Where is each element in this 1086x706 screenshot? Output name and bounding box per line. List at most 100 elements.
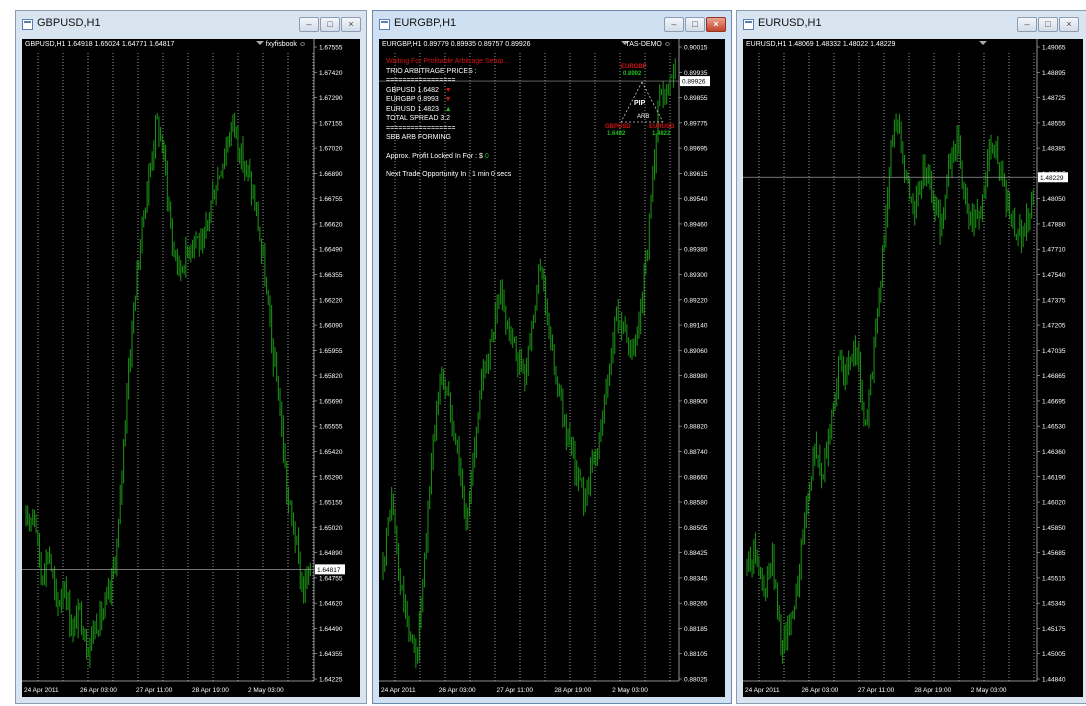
price-label: 0.89060	[684, 348, 708, 355]
price-label: 0.88025	[684, 677, 708, 684]
price-label: 1.46530	[1042, 424, 1066, 431]
close-button[interactable]: ×	[1059, 17, 1079, 32]
profit-line: Approx. Profit Locked In For : $ 0	[386, 152, 489, 160]
window-titlebar[interactable]: EURGBP,H1 – □ ×	[373, 11, 731, 39]
time-label: 26 Apr 03:00	[801, 687, 838, 694]
price-label: 1.64755	[319, 575, 343, 582]
time-label: 24 Apr 2011	[381, 687, 416, 694]
price-label: 1.46695	[1042, 398, 1066, 405]
maximize-button[interactable]: □	[1038, 17, 1058, 32]
price-label: 1.48895	[1042, 70, 1066, 77]
minimize-button[interactable]: –	[299, 17, 319, 32]
time-label: 28 Apr 19:00	[192, 687, 229, 694]
window-title: EURGBP,H1	[394, 17, 457, 29]
chart-info: EURUSD,H1 1.48069 1.48332 1.48022 1.4822…	[746, 41, 896, 48]
price-label: 1.67020	[319, 146, 343, 153]
price-label: 0.88425	[684, 550, 708, 557]
price-label: 1.64355	[319, 651, 343, 658]
price-label: 1.48385	[1042, 146, 1066, 153]
price-chart[interactable]: 1.67555 1.67420 1.67290 1.67155 1.67020 1.668…	[22, 39, 360, 697]
price-label: 1.66355	[319, 272, 343, 279]
price-label: 1.45345	[1042, 601, 1066, 608]
smiley-icon: ☺	[298, 41, 306, 48]
price-chart[interactable]: 0.90015 0.89935 0.89855 0.89775 0.89695 0.896…	[379, 39, 725, 697]
down-arrow-icon: ▼	[444, 96, 452, 103]
time-label: 26 Apr 03:00	[439, 687, 476, 694]
price-label: 1.46020	[1042, 500, 1066, 507]
candles	[746, 113, 1034, 664]
expert-name: fxyfisbook ☺	[265, 41, 306, 48]
price-label: 0.89140	[684, 323, 708, 330]
price-chart[interactable]: 1.49065 1.48895 1.48725 1.48555 1.48385 1.482…	[743, 39, 1083, 697]
price-label: 1.48725	[1042, 95, 1066, 102]
price-label: 1.66620	[319, 221, 343, 228]
tri-right-label: EURUSD	[649, 124, 675, 130]
tri-right-value: 1.4822	[652, 131, 671, 137]
price-label: 1.65020	[319, 525, 343, 532]
price-label: 1.46190	[1042, 474, 1066, 481]
time-label: 2 May 03:00	[612, 687, 648, 694]
price-label: 1.64225	[319, 677, 343, 684]
time-label: 27 Apr 11:00	[497, 687, 534, 694]
price-label: 1.66890	[319, 171, 343, 178]
arb-row: EURGBP 0.8993 ▼	[386, 96, 452, 103]
tri-top-label: EURGBP	[621, 64, 647, 70]
price-label: 0.90015	[684, 45, 708, 52]
chart-shift-icon	[621, 41, 629, 45]
time-label: 24 Apr 2011	[745, 687, 780, 694]
price-label: 1.47205	[1042, 323, 1066, 330]
price-tag: 0.89926	[682, 79, 706, 86]
price-label: 1.67155	[319, 120, 343, 127]
close-button[interactable]: ×	[706, 17, 726, 32]
price-label: 1.66090	[319, 323, 343, 330]
price-label: 1.67290	[319, 95, 343, 102]
time-label: 28 Apr 19:00	[554, 687, 591, 694]
arb-row: EURUSD 1.4823 ▲	[386, 105, 452, 113]
price-label: 1.47540	[1042, 272, 1066, 279]
price-label: 0.89615	[684, 171, 708, 178]
arb-row: GBPUSD 1.6482 ▼	[386, 86, 452, 94]
price-label: 0.88820	[684, 424, 708, 431]
price-label: 1.48555	[1042, 120, 1066, 127]
price-label: 0.89380	[684, 247, 708, 254]
arb-header: TRIO ARBITRAGE PRICES :	[386, 67, 477, 75]
price-tag: 1.64817	[317, 567, 341, 574]
maximize-button[interactable]: □	[320, 17, 340, 32]
chart-window-icon	[743, 19, 754, 30]
triangle-arrows-icon	[620, 81, 664, 123]
price-label: 1.44840	[1042, 677, 1066, 684]
price-label: 1.65820	[319, 373, 343, 380]
chart-info: GBPUSD,H1 1.64918 1.65024 1.64771 1.6481…	[25, 41, 175, 48]
minimize-button[interactable]: –	[1017, 17, 1037, 32]
candles	[382, 58, 676, 669]
price-label: 1.65555	[319, 424, 343, 431]
window-gbpusd[interactable]: GBPUSD,H1 – □ × 1.67555 1.67420 1.67290 1.6…	[15, 10, 367, 704]
candlestick-plot: 1.49065 1.48895 1.48725 1.48555 1.48385 1.482…	[743, 39, 1068, 694]
window-eurgbp[interactable]: EURGBP,H1 – □ × 0.90015 0.89935 0.89855 0.8…	[372, 10, 732, 704]
price-label: 1.65155	[319, 500, 343, 507]
close-button[interactable]: ×	[341, 17, 361, 32]
window-titlebar[interactable]: GBPUSD,H1 – □ ×	[16, 11, 366, 39]
price-label: 0.88660	[684, 474, 708, 481]
arb-triangle: EURGBP 0.8992 PIP ARB GBPUSD 1.6482 EURU…	[605, 64, 675, 142]
price-label: 0.88105	[684, 651, 708, 658]
price-tag-box	[315, 564, 345, 575]
candlestick-plot: 0.90015 0.89935 0.89855 0.89775 0.89695 0.896…	[379, 39, 710, 694]
time-label: 27 Apr 11:00	[136, 687, 173, 694]
price-label: 1.45175	[1042, 626, 1066, 633]
price-label: 1.65290	[319, 474, 343, 481]
price-label: 0.88505	[684, 525, 708, 532]
window-title: EURUSD,H1	[758, 17, 822, 29]
price-label: 1.66220	[319, 297, 343, 304]
arb-status: Waiting For Profitable Arbitrage Setup..…	[386, 58, 510, 65]
tri-center: PIP	[634, 100, 646, 107]
price-label: 1.66490	[319, 247, 343, 254]
price-label: 1.46865	[1042, 373, 1066, 380]
window-eurusd[interactable]: EURUSD,H1 – □ × 1.49065 1.48895 1.48725 1.4…	[736, 10, 1086, 704]
minimize-button[interactable]: –	[664, 17, 684, 32]
time-label: 2 May 03:00	[248, 687, 284, 694]
price-label: 1.67420	[319, 70, 343, 77]
window-titlebar[interactable]: EURUSD,H1 – □ ×	[737, 11, 1086, 39]
time-label: 24 Apr 2011	[24, 687, 59, 694]
maximize-button[interactable]: □	[685, 17, 705, 32]
